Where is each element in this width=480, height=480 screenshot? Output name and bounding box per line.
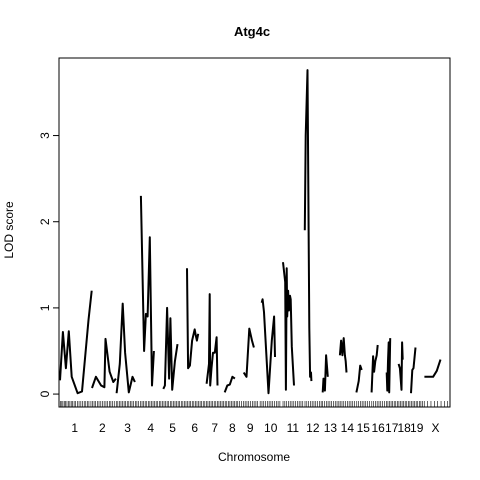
lod-line-chr-18: [397, 341, 404, 391]
lod-line-chr-14: [338, 337, 348, 373]
y-axis-label: LOD score: [2, 201, 16, 259]
lod-line-chr-9: [242, 327, 255, 378]
plot-frame: [58, 57, 451, 408]
x-tick-label: 18: [397, 421, 411, 435]
x-tick-label: 7: [211, 421, 218, 435]
x-tick-label: 19: [410, 421, 424, 435]
lod-line-chr-8: [223, 375, 236, 393]
y-tick-label: 0: [38, 390, 52, 397]
lod-line-chr-X: [424, 359, 442, 378]
x-tick-label: 14: [341, 421, 355, 435]
marker-rug: [60, 401, 448, 407]
x-tick-label: 17: [385, 421, 399, 435]
y-axis: 0 1 2 3: [38, 132, 59, 397]
lod-line-chr-6: [186, 268, 200, 370]
x-axis-label: Chromosome: [218, 450, 290, 464]
lod-line-chr-10: [260, 298, 276, 395]
lod-line-chr-12: [303, 69, 313, 382]
lod-line-chr-17: [385, 338, 392, 394]
x-tick-label: 8: [229, 421, 236, 435]
y-tick-label: 1: [38, 304, 52, 311]
y-tick-label: 3: [38, 132, 52, 139]
x-tick-label: 2: [99, 421, 106, 435]
x-axis: 1 2 3 4 5 6 7 8 9 10 11 12 13 14 15 16 17 18 19 X: [71, 421, 439, 435]
x-tick-label: 16: [371, 421, 385, 435]
x-tick-label: 5: [169, 421, 176, 435]
x-tick-label: 11: [287, 421, 300, 435]
lod-line-chr-19: [410, 347, 417, 394]
x-tick-label: X: [432, 421, 440, 435]
x-tick-label: 13: [324, 421, 338, 435]
lod-line-chr-15: [355, 364, 363, 393]
x-tick-label: 6: [191, 421, 198, 435]
x-tick-label: 9: [247, 421, 254, 435]
x-tick-label: 4: [147, 421, 154, 435]
x-tick-label: 1: [71, 421, 78, 435]
lod-line-chr-13: [321, 354, 329, 393]
lod-line-chr-7: [205, 293, 219, 387]
x-tick-label: 12: [306, 421, 320, 435]
lod-line-chr-2: [91, 337, 117, 389]
lod-line-chr-4: [139, 195, 155, 387]
chart-title: Atg4c: [234, 24, 270, 39]
lod-line-chr-11: [282, 262, 295, 391]
x-tick-label: 15: [357, 421, 371, 435]
lod-line-chr-3: [115, 302, 136, 394]
lod-line-chr-1: [59, 290, 93, 395]
x-tick-label: 3: [124, 421, 131, 435]
y-tick-label: 2: [38, 218, 52, 225]
lod-line-chr-5: [162, 306, 179, 391]
x-tick-label: 10: [264, 421, 278, 435]
lod-series: [59, 69, 442, 395]
lod-line-chr-16: [370, 344, 379, 393]
